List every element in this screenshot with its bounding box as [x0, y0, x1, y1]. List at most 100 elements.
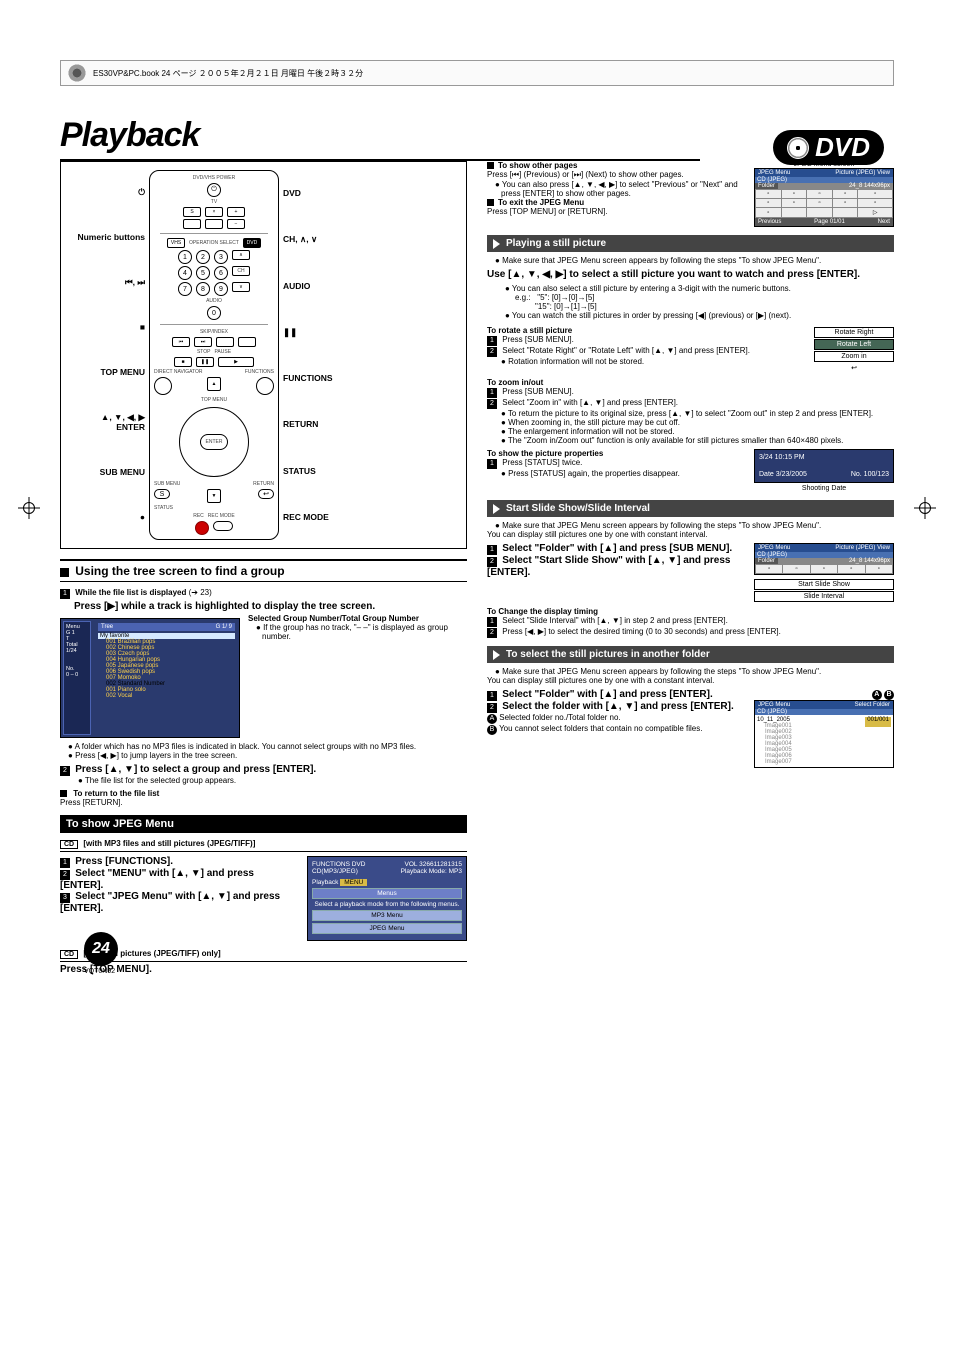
fp-desc: Select a playback mode from the followin…	[312, 901, 462, 908]
sp-opt1[interactable]: Start Slide Show	[754, 579, 894, 590]
btn-functions[interactable]	[256, 377, 274, 395]
zoom-b3: ● The enlargement information will not b…	[501, 427, 894, 436]
btn-power[interactable]: ⏻	[207, 183, 221, 197]
btn-direct-nav[interactable]	[154, 377, 172, 395]
zoom-s1-text: Press [SUB MENU].	[502, 387, 574, 396]
btn-s[interactable]: S	[183, 207, 201, 217]
zoom-b4-text: The "Zoom in/Zoom out" function is only …	[508, 436, 843, 445]
info-bullet-text: If the group has no track, "– –" is disp…	[262, 623, 448, 641]
fp-menu[interactable]: MENU	[340, 879, 367, 886]
ps-eg: e.g.: "5": [0]→[0]→[5] "15": [0]→[1]→[5]	[515, 293, 894, 311]
dvd-badge: DVD	[773, 130, 884, 165]
return-body: Press [RETURN].	[60, 798, 467, 807]
btn-x[interactable]: ×	[205, 207, 223, 217]
btn-vhs[interactable]: VHS	[167, 238, 185, 248]
props-title: To show the picture properties	[487, 449, 746, 458]
btn-down[interactable]: ▼	[207, 489, 221, 503]
r-return: RETURN	[283, 419, 367, 429]
tree-heading-bar: Using the tree screen to find a group	[60, 559, 467, 582]
tree-item[interactable]: 002 Vocal	[98, 693, 235, 699]
exit-title-text: To exit the JPEG Menu	[498, 198, 584, 207]
btn-play[interactable]: ▶	[218, 357, 254, 367]
btn-return[interactable]: ↩	[258, 489, 274, 499]
jm-step3: 3 Select "JPEG Menu" with [▲, ▼] and pre…	[60, 891, 297, 914]
sp-opt2[interactable]: Slide Interval	[754, 591, 894, 602]
tree-note1: ● A folder which has no MP3 files is ind…	[68, 742, 467, 751]
tree-panel: Menu G 1 T Total 1/24 No. 0 – 0 Tree G 1…	[60, 618, 240, 738]
st-date: Date 3/23/2005	[759, 471, 807, 478]
btn-prev[interactable]: ⏮	[172, 337, 190, 347]
btn-plus[interactable]: +	[227, 207, 245, 217]
btn-pause[interactable]: ❚❚	[196, 357, 214, 367]
sf-panel: JPEG MenuSelect Folder CD (JPEG) 10_11_2…	[754, 700, 894, 768]
btn-vhsd[interactable]	[205, 219, 223, 229]
num-5[interactable]: 5	[196, 266, 210, 280]
dpad[interactable]: ENTER	[179, 407, 249, 477]
btn-timeslip[interactable]	[216, 337, 234, 347]
btn-recmode[interactable]	[213, 521, 233, 531]
remote-diagram: ⏻ Numeric buttons ⏮, ⏭ ■ TOP MENU ▲, ▼, …	[60, 161, 467, 549]
sp-folder[interactable]: Folder	[755, 558, 778, 564]
btn-minus[interactable]: −	[227, 219, 245, 229]
change-title: To Change the display timing	[487, 607, 894, 616]
eg-lbl: e.g.:	[515, 293, 531, 302]
dn-lbl: DIRECT NAVIGATOR	[154, 369, 203, 375]
zoom-b4: ● The "Zoom in/Zoom out" function is onl…	[501, 436, 894, 445]
op-bullet-text: You can also press [▲, ▼, ◀, ▶] to selec…	[501, 180, 738, 198]
rotate-s2: 2 Select "Rotate Right" or "Rotate Left"…	[487, 346, 806, 357]
btn-rec[interactable]	[195, 521, 209, 535]
num-6[interactable]: 6	[214, 266, 228, 280]
num-3[interactable]: 3	[214, 250, 228, 264]
rt-lbl: RETURN	[253, 481, 274, 487]
btn-submenu[interactable]: S	[154, 489, 170, 499]
num-8[interactable]: 8	[196, 282, 210, 296]
stop-lbl: STOP	[197, 349, 211, 355]
ch-down[interactable]: ∨	[232, 282, 250, 292]
num-9[interactable]: 9	[214, 282, 228, 296]
jf-prev[interactable]: Previous	[758, 219, 781, 225]
num-1[interactable]: 1	[178, 250, 192, 264]
thumb-grid: ▫▫▫▫▫ ▫▫▫▫▫ ▫ ▷	[755, 189, 893, 218]
rotate-s1-text: Press [SUB MENU].	[502, 335, 574, 344]
r-pause: ❚❚	[283, 327, 367, 337]
rm-1[interactable]: Rotate Left	[814, 339, 894, 350]
fp-pb: Playback	[312, 879, 338, 886]
folder-item[interactable]: Image007	[765, 759, 865, 765]
page-number-circle: 24	[84, 932, 118, 966]
zoom-s2: 2 Select "Zoom in" with [▲, ▼] and press…	[487, 398, 894, 409]
num-0[interactable]: 0	[207, 306, 221, 320]
zoom-b3-text: The enlargement information will not be …	[508, 427, 675, 436]
doc-code: VQT0N92	[84, 968, 118, 975]
skip-label: SKIP/INDEX	[200, 329, 228, 335]
playing-heading-text: Playing a still picture	[506, 238, 606, 249]
sfp-hl: JPEG Menu	[758, 702, 790, 708]
jf-next[interactable]: Next	[878, 219, 890, 225]
jpeg-folder[interactable]: Folder	[755, 183, 778, 189]
zoom-title: To zoom in/out	[487, 378, 894, 387]
crop-mark-right	[914, 497, 936, 519]
ps-b2: ● You can watch the still pictures in or…	[505, 311, 894, 320]
num-7[interactable]: 7	[178, 282, 192, 296]
step2-note: ● The file list for the selected group a…	[78, 776, 467, 785]
ch-up[interactable]: ∧	[232, 250, 250, 260]
btn-up[interactable]: ▲	[207, 377, 221, 391]
rm-0[interactable]: Rotate Right	[814, 327, 894, 338]
label-rec: ●	[67, 512, 145, 522]
topmenu-text: Press [TOP MENU].	[60, 964, 467, 975]
fp-opt2[interactable]: JPEG Menu	[312, 923, 462, 934]
step-num-2: 2	[60, 766, 70, 776]
btn-dvd[interactable]: DVD	[243, 238, 261, 248]
sf-B-text: You cannot select folders that contain n…	[499, 724, 702, 733]
fp-opt1[interactable]: MP3 Menu	[312, 910, 462, 921]
rm-2[interactable]: Zoom in	[814, 351, 894, 362]
btn-ts2[interactable]	[238, 337, 256, 347]
num-4[interactable]: 4	[178, 266, 192, 280]
change-s2-text: Press [◀, ▶] to select the desired timin…	[502, 627, 781, 636]
num-2[interactable]: 2	[196, 250, 210, 264]
change-s1-text: Select "Slide Interval" with [▲, ▼] in s…	[502, 616, 728, 625]
btn-stop[interactable]: ■	[174, 357, 192, 367]
btn-mpeg[interactable]	[183, 219, 201, 229]
slide-s2-text: Select "Start Slide Show" with [▲, ▼] an…	[487, 555, 730, 578]
exit-body: Press [TOP MENU] or [RETURN].	[487, 207, 746, 216]
btn-next[interactable]: ⏭	[194, 337, 212, 347]
